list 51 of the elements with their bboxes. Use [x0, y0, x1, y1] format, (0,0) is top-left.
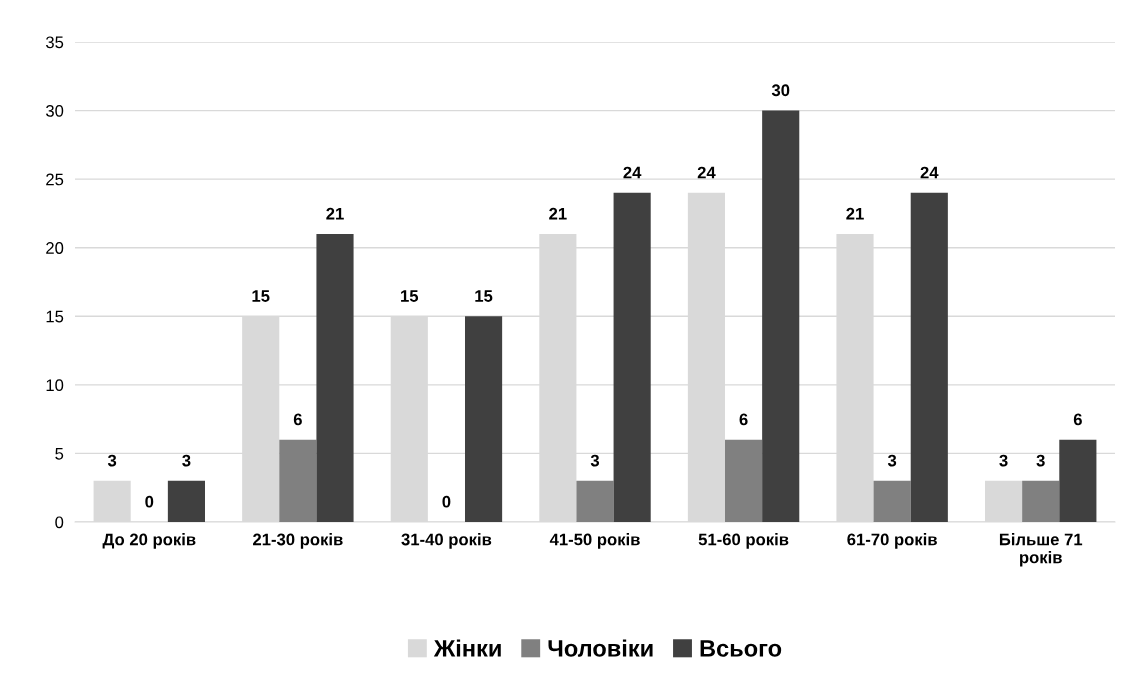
data-label: 3	[107, 454, 117, 467]
bar	[613, 192, 651, 522]
bar	[1059, 439, 1097, 522]
x-tick-label: Більше 71 років	[999, 533, 1083, 567]
data-label: 24	[697, 166, 716, 179]
data-label: 3	[887, 454, 897, 467]
data-label: 3	[1036, 454, 1045, 467]
bar	[762, 110, 800, 522]
legend-label: Чоловіки	[548, 639, 653, 657]
legend-label: Всього	[700, 640, 782, 657]
data-label: 24	[623, 166, 642, 179]
bar	[873, 480, 911, 522]
y-tick-label: 15	[46, 310, 64, 323]
data-label: 3	[182, 454, 191, 467]
data-label: 0	[442, 495, 451, 508]
legend-label: Жінки	[433, 639, 501, 657]
data-label: 21	[549, 207, 567, 220]
data-label: 21	[326, 207, 344, 220]
data-label: 3	[999, 454, 1008, 467]
y-tick-label: 35	[45, 36, 64, 49]
bar	[279, 439, 317, 522]
x-tick-label: До 20 років	[102, 533, 196, 549]
bar	[576, 480, 614, 522]
y-tick-label: 30	[45, 104, 64, 117]
x-tick-label: 61-70 років	[847, 533, 937, 549]
data-label: 15	[401, 290, 419, 302]
x-tick-label: 21-30 років	[253, 533, 343, 549]
x-tick-label: 31-40 років	[401, 533, 492, 549]
y-tick-label: 10	[46, 379, 64, 392]
bar	[167, 480, 205, 522]
y-tick-label: 25	[46, 173, 64, 186]
bar	[1022, 480, 1060, 522]
bar	[465, 316, 503, 522]
bar	[725, 439, 763, 522]
data-label: 6	[293, 413, 302, 426]
data-label: 3	[590, 454, 600, 467]
y-tick-label: 0	[55, 516, 64, 529]
data-label: 15	[475, 290, 493, 302]
bar	[316, 234, 354, 522]
data-label: 6	[739, 413, 748, 426]
y-tick-label: 20	[46, 242, 64, 254]
data-label: 15	[252, 290, 270, 302]
bar	[910, 192, 948, 522]
data-label: 21	[846, 207, 864, 220]
data-label: 30	[771, 84, 790, 97]
x-tick-label: 41-50 років	[549, 533, 640, 549]
x-tick-label: 51-60 років	[698, 533, 789, 549]
data-label: 24	[920, 166, 939, 179]
y-tick-label: 5	[55, 448, 64, 460]
data-label: 6	[1073, 413, 1082, 426]
data-label: 0	[145, 495, 154, 508]
